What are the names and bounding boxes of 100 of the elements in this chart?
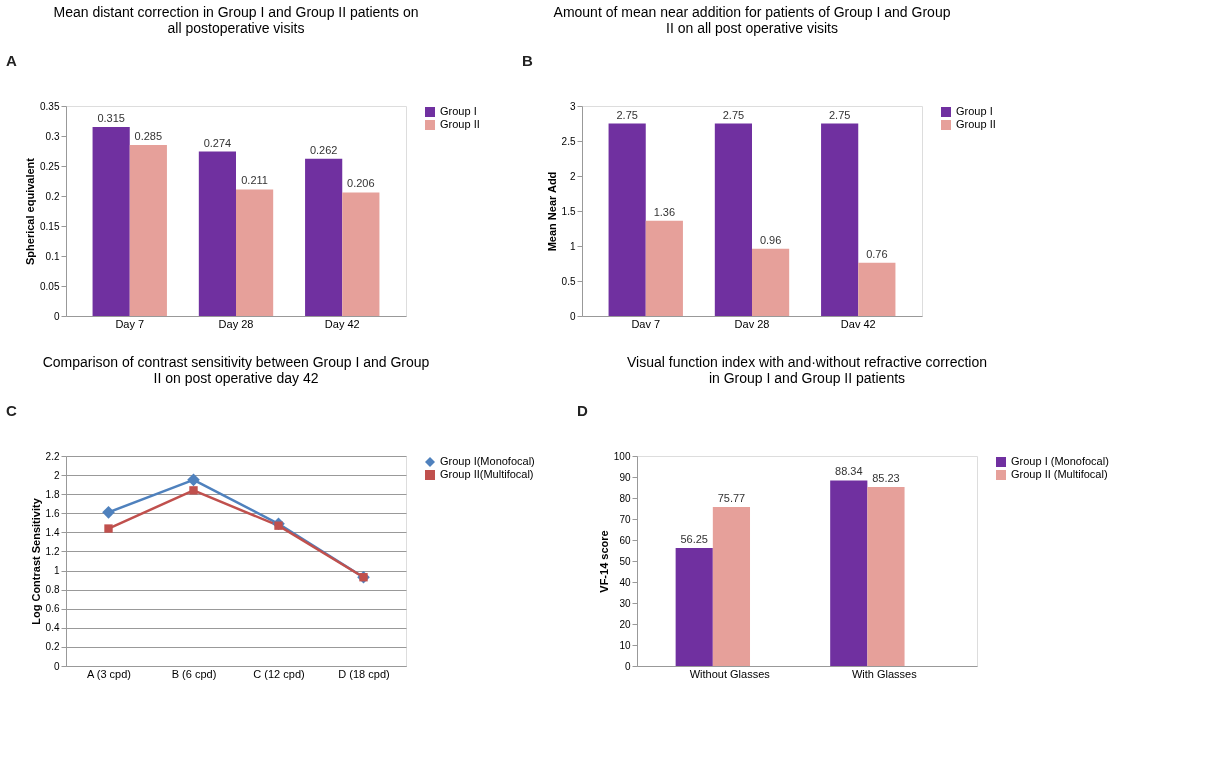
text: A: [6, 52, 17, 69]
y-tick-label: 1.4: [45, 526, 60, 538]
x-tick-label: With Glasses: [851, 667, 918, 680]
y-tick-label: 30: [619, 597, 631, 609]
y-tick-label: 50: [619, 555, 631, 567]
legend-label: Group I: [440, 105, 477, 117]
y-tick-label: 100: [613, 450, 631, 462]
x-tick-label: D (18 cpd): [338, 667, 390, 680]
legend-label: Group I (Monofocal): [1011, 455, 1109, 467]
bar: [830, 480, 868, 666]
bar: [821, 123, 859, 316]
bar: [752, 248, 790, 316]
y-tick-label: 0.25: [40, 160, 60, 172]
x-tick-label: Day 7: [115, 317, 145, 330]
y-tick-label: 0.2: [45, 190, 60, 202]
y-tick-label: 3: [569, 100, 576, 112]
chart-title: Amount of mean near addition for patients of Group I and Group II on all post operative visits: [553, 4, 951, 36]
y-axis-title: Mean Near Add: [545, 171, 558, 252]
y-tick-label: 0: [624, 660, 631, 672]
y-tick-label: 0.3: [45, 130, 60, 142]
y-tick-label: 2.5: [561, 135, 576, 147]
bar: [712, 506, 751, 666]
legend-label: Group I(Monofocal): [440, 455, 535, 467]
y-tick-label: 1.6: [45, 507, 60, 519]
bar: [198, 151, 236, 316]
x-tick-label: Day 28: [218, 317, 254, 330]
bar: [342, 192, 380, 316]
data-label: 0.285: [134, 130, 163, 142]
bar: [714, 123, 752, 316]
data-label: 0.76: [866, 247, 888, 260]
data-label: 0.96: [759, 233, 782, 246]
point: [274, 521, 283, 530]
bar: [129, 145, 167, 316]
bar: [92, 127, 130, 316]
bar: [867, 487, 905, 666]
y-tick-label: 80: [619, 492, 631, 504]
y-tick-label: 0.35: [40, 100, 60, 112]
data-label: 1.36: [653, 205, 676, 218]
y-tick-label: 0.15: [40, 220, 60, 232]
data-label: 0.274: [203, 136, 232, 149]
x-tick-label: B (6 cpd): [171, 667, 217, 680]
data-label: 85.23: [872, 472, 900, 485]
text: D: [577, 402, 588, 419]
point: [189, 486, 198, 495]
x-tick-label: C (12 cpd): [253, 667, 305, 680]
y-tick-label: 1: [53, 565, 60, 577]
legend-label: Group I: [956, 105, 993, 117]
y-axis-title: VF-14 score: [597, 530, 610, 593]
y-tick-label: 60: [619, 534, 631, 546]
bar: [675, 547, 713, 666]
data-label: 0.211: [241, 174, 268, 187]
x-tick-label: Day 42: [324, 317, 360, 330]
point: [104, 524, 113, 533]
bar: [305, 158, 343, 316]
y-tick-label: 0: [53, 660, 60, 672]
legend-label: Group II (Multifocal): [1011, 468, 1108, 480]
y-tick-label: 90: [619, 471, 631, 483]
bar: [645, 220, 683, 316]
data-label: 75.77: [717, 491, 746, 504]
y-tick-label: 2: [53, 469, 60, 481]
y-tick-label: 0.05: [40, 280, 60, 292]
chart-title: Mean distant correction in Group I and Group II patients on all postoperative visits: [53, 4, 419, 36]
y-tick-label: 0.5: [561, 275, 576, 287]
y-tick-label: 0: [53, 310, 60, 322]
x-tick-label: Dav 28: [734, 317, 770, 330]
bar: [236, 189, 274, 316]
data-label: 2.75: [722, 108, 745, 121]
y-tick-label: 10: [619, 639, 631, 651]
x-tick-label: Dav 7: [631, 317, 661, 330]
y-tick-label: 1.8: [45, 488, 60, 500]
y-tick-label: 1.5: [561, 205, 576, 217]
y-axis-title: Spherical equivalent: [24, 157, 37, 265]
legend-label: Group II: [440, 118, 480, 130]
point: [102, 505, 115, 519]
bar: [858, 262, 896, 316]
y-tick-label: 2.2: [45, 450, 60, 462]
y-tick-label: 0.8: [45, 584, 60, 596]
y-tick-label: 0.4: [45, 622, 60, 634]
y-tick-label: 1: [569, 240, 576, 252]
text: C: [6, 402, 17, 419]
y-tick-label: 70: [619, 513, 631, 525]
y-tick-label: 0.1: [45, 250, 60, 262]
text: B: [522, 52, 533, 69]
chart-title: Comparison of contrast sensitivity between Group I and Group II on post operative day 42: [42, 354, 430, 386]
data-label: 56.25: [680, 532, 708, 545]
point: [187, 473, 200, 487]
y-tick-label: 40: [619, 576, 631, 588]
chart-title: Visual function index with and·without refractive correction in Group I and Group II patients: [626, 354, 988, 386]
y-tick-label: 0.6: [45, 603, 60, 615]
data-label: 2.75: [828, 108, 851, 121]
data-label: 0.206: [347, 177, 375, 190]
y-tick-label: 20: [619, 618, 631, 630]
legend-label: Group II(Multifocal): [440, 468, 534, 480]
data-label: 2.75: [616, 108, 638, 121]
data-label: 0.262: [309, 143, 338, 156]
y-axis-title: Log Contrast Sensitivity: [29, 497, 42, 625]
x-tick-label: A (3 cpd): [86, 667, 132, 680]
y-tick-label: 1.2: [45, 545, 60, 557]
x-tick-label: Without Glasses: [689, 667, 771, 680]
data-label: 88.34: [835, 465, 863, 478]
